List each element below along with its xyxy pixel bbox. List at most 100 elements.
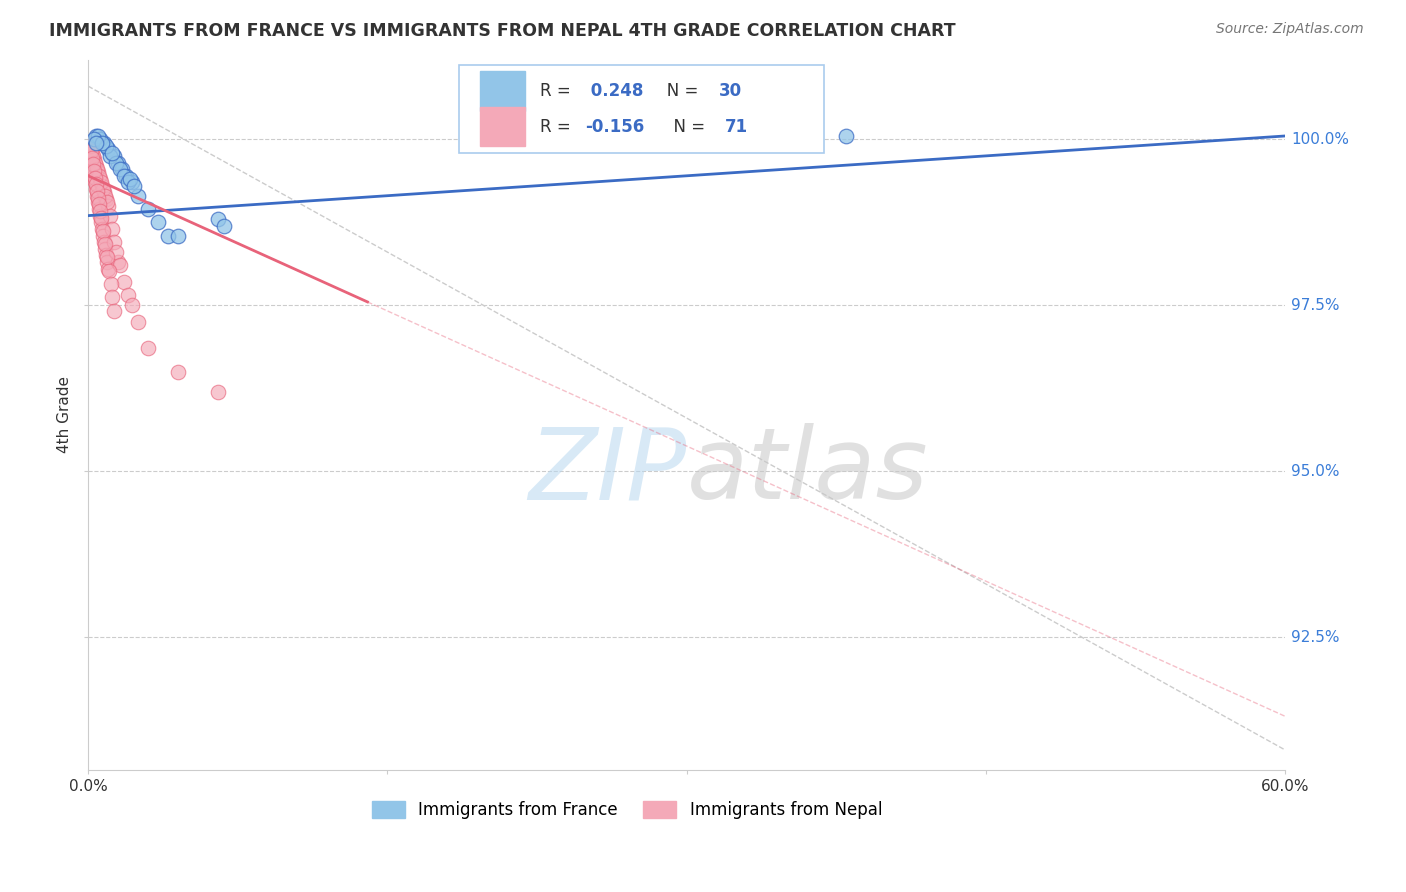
Point (84, 128, 107, 143)
Point (83, 164, 105, 178)
Point (87, 165, 110, 179)
Point (79, 139, 101, 153)
Point (82, 157, 104, 171)
Point (82, 162, 104, 177)
Point (89, 211, 111, 225)
Point (87, 195, 110, 210)
Point (98, 149, 121, 163)
Point (84, 176, 107, 190)
Text: 95.0%: 95.0% (1291, 464, 1340, 479)
Point (108, 259, 131, 273)
Point (84, 182, 107, 196)
Point (112, 275, 135, 289)
Text: 71: 71 (725, 118, 748, 136)
Point (90, 176, 112, 190)
Point (108, 162, 131, 177)
Point (89, 172, 111, 186)
Point (84, 178, 107, 192)
Point (207, 211, 229, 226)
Point (89, 209, 111, 223)
Point (91, 182, 114, 196)
Point (91, 222, 114, 236)
Point (77, 136, 100, 150)
Point (87, 128, 110, 143)
Text: 97.5%: 97.5% (1291, 298, 1340, 313)
Point (111, 162, 134, 177)
Point (90, 215, 112, 229)
Point (97, 261, 120, 276)
Point (212, 219, 235, 233)
Point (117, 288, 139, 302)
Point (121, 176, 143, 190)
Point (79, 145, 101, 159)
Point (83, 132, 105, 146)
Point (97, 199, 120, 213)
FancyBboxPatch shape (460, 64, 824, 153)
Point (167, 228, 190, 243)
Point (89, 202, 111, 216)
Point (80, 151, 103, 165)
Point (86, 184, 108, 198)
Point (207, 384, 229, 399)
Text: 92.5%: 92.5% (1291, 630, 1340, 645)
Bar (479, 107, 524, 146)
Point (105, 245, 128, 260)
Text: 30: 30 (718, 82, 742, 100)
Point (82, 149, 104, 163)
Point (93, 186, 115, 200)
Y-axis label: 4th Grade: 4th Grade (58, 376, 72, 453)
Point (835, 128, 858, 143)
Point (117, 176, 139, 190)
Text: R =: R = (540, 118, 575, 136)
Point (82, 155, 104, 169)
Point (127, 315, 149, 329)
Point (91, 136, 114, 150)
Point (83, 169, 105, 183)
Point (122, 178, 145, 193)
Text: N =: N = (662, 118, 704, 136)
Point (97, 142, 120, 156)
Point (93, 237, 115, 252)
Point (96, 251, 118, 265)
Point (97, 264, 120, 278)
Point (93, 235, 115, 250)
Legend: Immigrants from France, Immigrants from Nepal: Immigrants from France, Immigrants from … (366, 794, 889, 826)
Point (103, 235, 125, 250)
Point (115, 169, 138, 183)
Text: ZIP: ZIP (529, 423, 686, 520)
Point (91, 224, 114, 238)
Text: IMMIGRANTS FROM FRANCE VS IMMIGRANTS FROM NEPAL 4TH GRADE CORRELATION CHART: IMMIGRANTS FROM FRANCE VS IMMIGRANTS FRO… (49, 22, 956, 40)
Point (94, 139, 117, 153)
Point (146, 215, 169, 229)
Point (89, 132, 111, 146)
Point (87, 197, 110, 211)
Text: N =: N = (651, 82, 699, 100)
Point (96, 195, 118, 210)
Point (91, 228, 114, 243)
Point (94, 248, 117, 262)
Point (98, 209, 121, 223)
Point (103, 149, 125, 163)
Point (105, 155, 128, 169)
Text: 100.0%: 100.0% (1291, 132, 1350, 147)
Point (101, 290, 124, 304)
Point (86, 162, 108, 177)
Point (167, 365, 190, 379)
Point (79, 142, 101, 156)
Point (101, 222, 124, 236)
Point (82, 145, 104, 160)
Point (107, 255, 129, 269)
Point (89, 169, 111, 183)
Point (87, 191, 110, 205)
Text: 0.248: 0.248 (585, 82, 644, 100)
Point (79, 139, 101, 153)
Text: atlas: atlas (686, 423, 928, 520)
Point (94, 188, 117, 202)
Point (101, 145, 124, 160)
Point (136, 202, 159, 216)
Point (127, 188, 149, 202)
Point (156, 228, 179, 243)
Point (80, 149, 103, 163)
Bar (479, 71, 524, 111)
Point (136, 342, 159, 356)
